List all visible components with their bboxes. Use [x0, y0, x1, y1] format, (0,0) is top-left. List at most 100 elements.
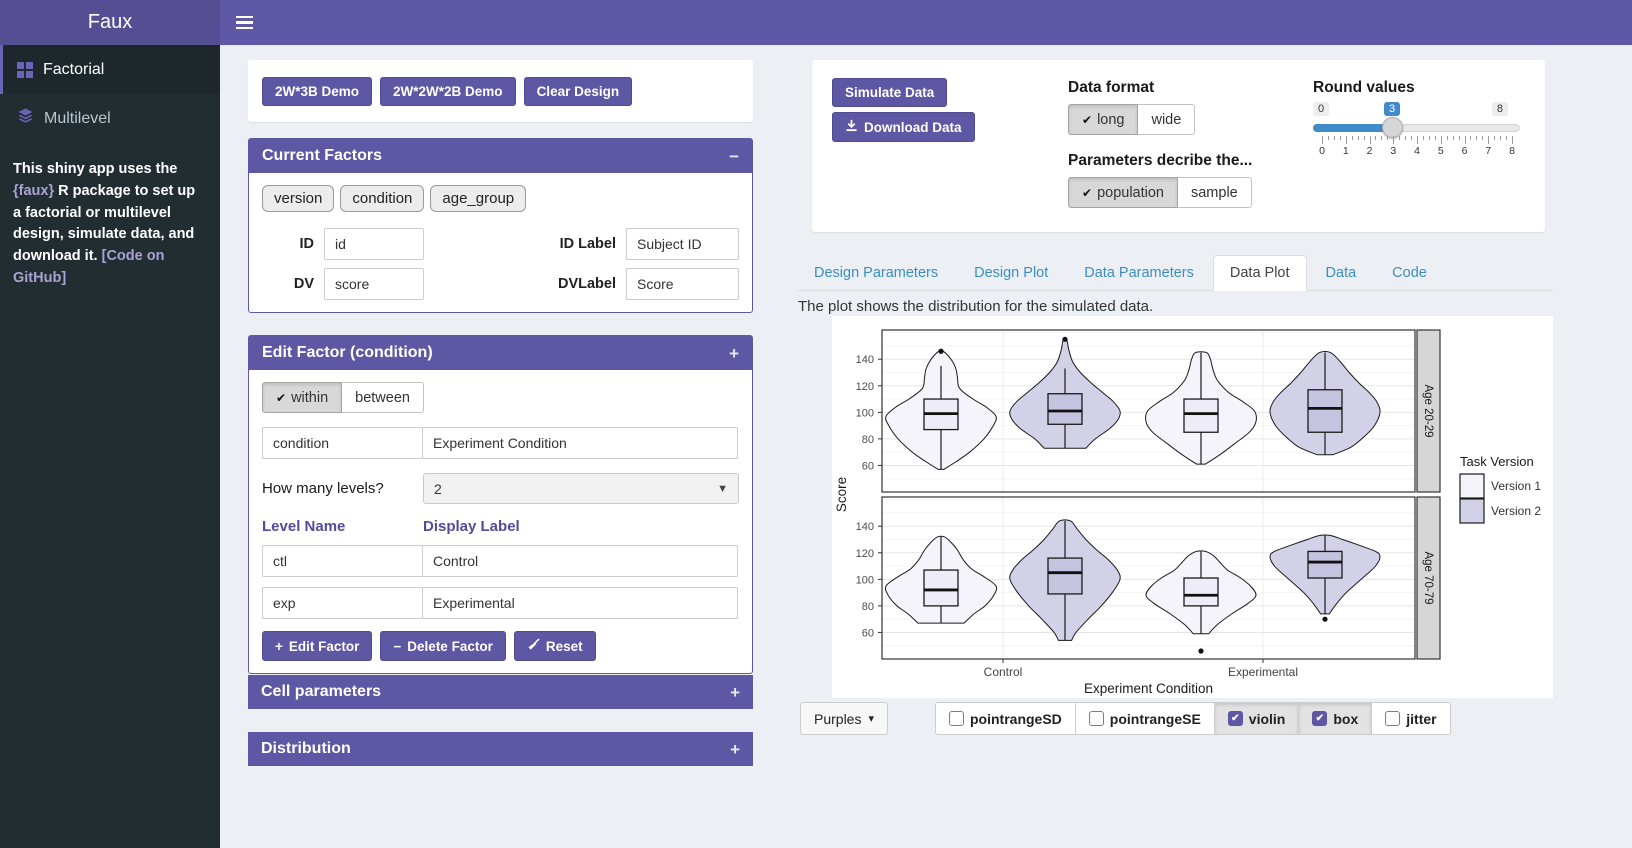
faux-package-ref: {faux}	[13, 182, 55, 199]
plot-option-box[interactable]: ✔ box	[1299, 702, 1373, 735]
edit-factor-panel: Edit Factor (condition) + ✔ within between…	[248, 335, 753, 674]
levels-count-select[interactable]: 2 ▼	[423, 473, 739, 504]
format-option-long[interactable]: ✔ long	[1068, 104, 1139, 135]
round-values-label: Round values	[1313, 79, 1415, 96]
collapse-plus-icon[interactable]: +	[730, 682, 740, 702]
tab-code[interactable]: Code	[1392, 265, 1427, 281]
plot-option-pointrangeSE[interactable]: pointrangeSE	[1075, 702, 1215, 735]
round-values-slider: 0 3 8 0 1 2 3 4 5 6 7 8	[1313, 98, 1520, 158]
tab-data-plot[interactable]: Data Plot	[1212, 255, 1307, 291]
outlier-point	[1322, 616, 1328, 622]
current-factors-header: Current Factors −	[249, 139, 752, 173]
id-display-label-input[interactable]	[626, 228, 739, 260]
level-row	[262, 545, 739, 577]
tab-data[interactable]: Data	[1325, 265, 1357, 281]
y-tick-label: 60	[862, 460, 874, 472]
download-data-button[interactable]: Download Data	[832, 112, 975, 142]
edit-factor-button[interactable]: + Edit Factor	[262, 631, 373, 661]
hamburger-icon	[235, 15, 253, 19]
collapse-plus-icon[interactable]: +	[729, 343, 739, 363]
sidebar-item-factorial[interactable]: Factorial	[0, 45, 220, 94]
sidebar-toggle-button[interactable]	[220, 0, 268, 45]
format-option-label: long	[1097, 111, 1125, 128]
collapse-plus-icon[interactable]: +	[730, 739, 740, 759]
panel-border	[881, 496, 1416, 660]
panel-title: Cell parameters	[261, 683, 382, 700]
sidebar-item-multilevel[interactable]: Multilevel	[0, 94, 220, 143]
outlier-point	[938, 348, 944, 354]
simulate-data-button[interactable]: Simulate Data	[832, 78, 948, 107]
grid-icon	[17, 61, 33, 78]
describe-option-population[interactable]: ✔ population	[1068, 177, 1178, 208]
x-tick-label: Control	[984, 665, 1023, 679]
outlier-point	[1062, 336, 1068, 342]
check-icon: ✔	[1082, 185, 1093, 200]
level-label-input-1[interactable]	[422, 587, 738, 619]
panel-title: Edit Factor (condition)	[262, 344, 433, 361]
dv-display-label-input[interactable]	[626, 268, 739, 300]
y-tick-label: 100	[856, 574, 874, 586]
demo-button-2w-2w-2b-demo[interactable]: 2W*2W*2B Demo	[380, 76, 516, 106]
slider-tick-label: 2	[1366, 145, 1373, 157]
github-link[interactable]: [Code on GitHub]	[13, 248, 165, 286]
y-tick-label: 140	[856, 354, 874, 366]
slider-fill	[1313, 124, 1393, 132]
tab-design-parameters[interactable]: Design Parameters	[814, 265, 939, 281]
slider-handle[interactable]	[1382, 117, 1403, 138]
slider-tick-label: 4	[1414, 145, 1420, 157]
caret-down-icon: ▼	[717, 482, 728, 495]
factor-chip-version[interactable]: version	[262, 185, 335, 212]
tab-design-plot[interactable]: Design Plot	[974, 265, 1049, 281]
x-axis-title: Experiment Condition	[1084, 681, 1213, 696]
delete-factor-button[interactable]: − Delete Factor	[380, 631, 506, 661]
reset-button[interactable]: Reset	[513, 631, 596, 661]
tab-data-parameters[interactable]: Data Parameters	[1084, 265, 1194, 281]
factor-action-buttons: + Edit Factor − Delete Factor Reset	[262, 631, 739, 661]
plot-option-jitter[interactable]: jitter	[1372, 702, 1451, 735]
y-tick-label: 60	[862, 627, 874, 639]
plot-option-violin[interactable]: ✔ violin	[1214, 702, 1300, 735]
level-name-input-0[interactable]	[262, 545, 423, 577]
slider-min-badge: 0	[1313, 102, 1330, 116]
format-option-wide[interactable]: wide	[1138, 104, 1196, 135]
describe-option-sample[interactable]: sample	[1177, 177, 1252, 208]
factor-chip-condition[interactable]: condition	[340, 185, 425, 212]
scope-option-between[interactable]: between	[342, 382, 424, 413]
download-icon	[845, 119, 858, 135]
scope-option-within[interactable]: ✔ within	[262, 382, 343, 413]
factor-name-input[interactable]	[262, 427, 423, 459]
option-label: jitter	[1406, 710, 1437, 727]
demo-button-clear-design[interactable]: Clear Design	[523, 76, 633, 106]
distribution-panel[interactable]: Distribution +	[248, 732, 753, 766]
sidebar-item-label: Factorial	[43, 60, 105, 78]
id-input[interactable]	[324, 228, 424, 260]
simulation-card: Simulate Data Download Data Data format …	[812, 60, 1545, 232]
y-tick-label: 120	[856, 381, 874, 393]
level-name-input-1[interactable]	[262, 587, 423, 619]
checkbox-icon: ✔	[1227, 711, 1243, 726]
format-option-label: wide	[1151, 111, 1182, 128]
data-format-toggle: ✔ long wide	[1068, 104, 1196, 135]
plus-icon: +	[275, 638, 283, 654]
sidebar-item-label: Multilevel	[44, 109, 111, 127]
option-label: pointrangeSD	[970, 710, 1062, 727]
plot-options-group: pointrangeSD pointrangeSE ✔ violin ✔ box jitte…	[935, 702, 1451, 735]
factor-display-input[interactable]	[422, 427, 738, 459]
cell-parameters-panel[interactable]: Cell parameters +	[248, 675, 753, 709]
facet-strip	[1416, 496, 1441, 660]
legend-key	[1459, 498, 1485, 524]
dv-input[interactable]	[324, 268, 424, 300]
factor-chip-age_group[interactable]: age_group	[430, 185, 527, 212]
check-icon: ✔	[1082, 112, 1093, 127]
slider-tick-label: 6	[1461, 145, 1468, 157]
collapse-minus-icon[interactable]: −	[729, 146, 739, 166]
palette-dropdown[interactable]: Purples ▾	[800, 702, 888, 735]
demo-button-2w-3b-demo[interactable]: 2W*3B Demo	[262, 76, 373, 106]
panel-border	[881, 329, 1416, 493]
y-tick-label: 140	[856, 521, 874, 533]
slider-value-badge: 3	[1384, 102, 1401, 116]
level-label-input-0[interactable]	[422, 545, 738, 577]
plot-option-pointrangeSD[interactable]: pointrangeSD	[935, 702, 1076, 735]
caret-down-icon: ▾	[868, 713, 874, 725]
slider-tick-label: 5	[1437, 145, 1444, 157]
